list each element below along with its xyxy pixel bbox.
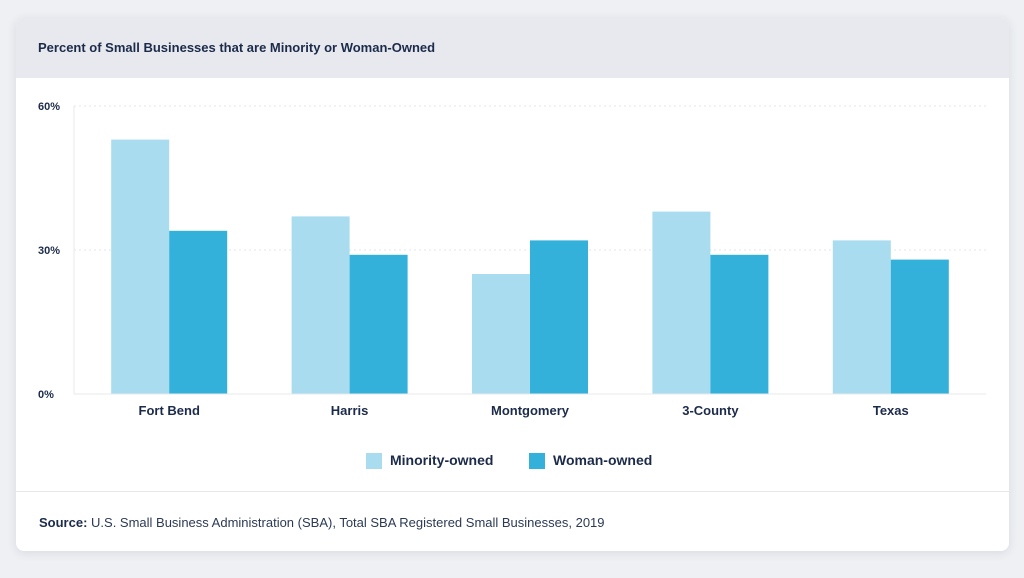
bar-chart: 0% 30% 60% Fort Bend Harris Montgomery 3-Count… (38, 101, 986, 418)
legend-label-minority-owned: Minority-owned (390, 452, 494, 468)
legend-swatch-woman-owned (529, 453, 545, 469)
legend: Minority-owned Woman-owned (16, 452, 1009, 472)
bars (111, 139, 949, 394)
chart-card: Percent of Small Businesses that are Min… (16, 18, 1009, 551)
x-tick-label-harris: Harris (331, 403, 369, 418)
y-tick-label: 30% (38, 245, 60, 257)
footer-divider (16, 491, 1009, 492)
source-label: Source: (39, 515, 88, 530)
bar-woman-owned-montgomery (530, 240, 588, 394)
bar-woman-owned-texas (890, 259, 949, 394)
bar-woman-owned-harris (349, 254, 408, 394)
bar-minority-owned-montgomery (472, 274, 530, 394)
bar-minority-owned-harris (291, 216, 350, 394)
bar-woman-owned-fort-bend (169, 230, 228, 394)
bar-minority-owned-texas (832, 240, 891, 394)
x-tick-label-montgomery: Montgomery (491, 403, 570, 418)
gridlines (74, 105, 986, 251)
x-tick-label-fort-bend: Fort Bend (139, 403, 200, 418)
y-tick-label: 0% (38, 389, 54, 401)
bar-woman-owned-3-county (710, 254, 769, 394)
source-note: Source: U.S. Small Business Administrati… (39, 515, 605, 530)
x-tick-label-texas: Texas (873, 403, 909, 418)
legend-swatch-minority-owned (366, 453, 382, 469)
card-header: Percent of Small Businesses that are Min… (16, 18, 1009, 78)
axes: 0% 30% 60% Fort Bend Harris Montgomery 3-Count… (38, 101, 986, 418)
source-text: U.S. Small Business Administration (SBA)… (87, 515, 605, 530)
bar-minority-owned-3-county (652, 211, 711, 394)
bar-minority-owned-fort-bend (111, 139, 170, 394)
legend-label-woman-owned: Woman-owned (553, 452, 653, 468)
chart-title: Percent of Small Businesses that are Min… (38, 40, 436, 55)
y-tick-label: 60% (38, 101, 60, 113)
x-tick-label-3-county: 3-County (682, 403, 739, 418)
